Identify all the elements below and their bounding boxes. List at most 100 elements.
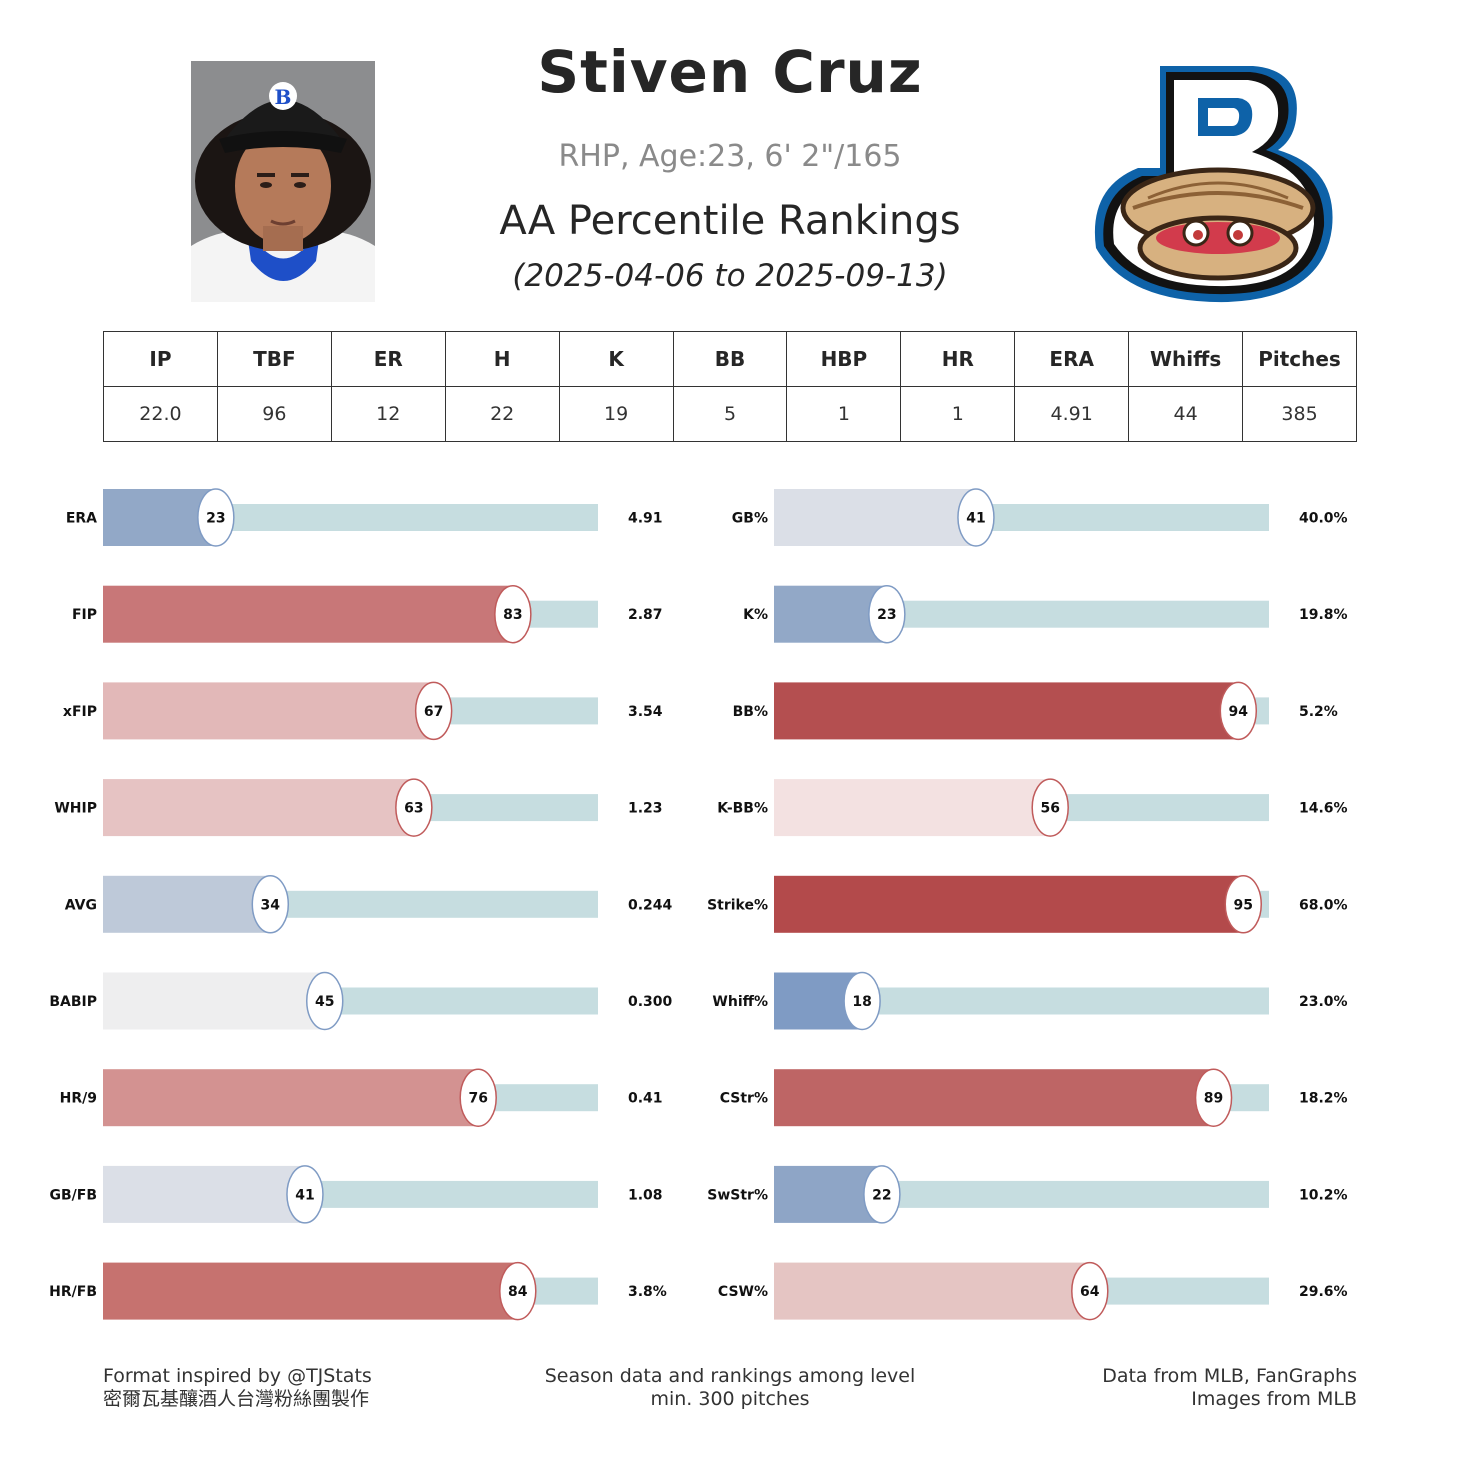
bar-fill-gb-: [774, 489, 977, 546]
stat-value-label-hr-fb: 3.8%: [628, 1284, 667, 1300]
bar-fill-strike-: [774, 875, 1245, 933]
percentile-label-era: 23: [206, 511, 225, 527]
stat-value-whiffs: 44: [1128, 386, 1244, 442]
percentile-marker-csw-: [1071, 1261, 1109, 1321]
footer-min-pitches: min. 300 pitches: [650, 1388, 810, 1410]
stat-value-k: 19: [558, 386, 674, 442]
stat-header-ip: IP: [103, 331, 218, 387]
stat-header-pitches: Pitches: [1242, 331, 1357, 387]
footer-sources: Data from MLB, FanGraphs Images from MLB: [1102, 1365, 1357, 1411]
percentile-marker-hr-fb: [499, 1261, 537, 1321]
category-label-avg: AVG: [65, 897, 97, 913]
percentile-label-fip: 83: [503, 607, 522, 623]
footer-credits-left: Format inspired by @TJStats 密爾瓦基釀酒人台灣粉絲團…: [103, 1365, 372, 1411]
bar-fill-gb-fb: [103, 1165, 306, 1223]
stat-value-label-gb-fb: 1.08: [628, 1187, 663, 1203]
percentile-marker-strike-: [1224, 875, 1262, 934]
stat-header-bb: BB: [672, 331, 788, 387]
percentile-label-whiff-: 18: [852, 994, 871, 1010]
stat-value-label-gb-: 40.0%: [1299, 511, 1348, 527]
svg-text:B: B: [275, 85, 292, 109]
stat-value-label-era: 4.91: [628, 511, 663, 527]
percentile-label-gb-fb: 41: [295, 1187, 314, 1203]
stat-value-pitches: 385: [1242, 386, 1357, 442]
stat-value-h: 22: [444, 386, 560, 442]
stat-value-label-avg: 0.244: [628, 897, 673, 913]
stat-value-er: 12: [330, 386, 446, 442]
percentile-bar-charts: 23 ERA 4.91 83 FIP 2.87 67 xFIP 3.54 63 WHIP 1.23 34…: [49, 488, 1348, 1321]
footer-notes: Season data and rankings among level min…: [480, 1365, 980, 1411]
category-label-whip: WHIP: [54, 801, 97, 817]
bar-fill-xfip: [103, 682, 435, 740]
category-label-hr-9: HR/9: [60, 1091, 97, 1107]
stat-header-hbp: HBP: [786, 331, 902, 387]
bar-fill-k-bb-: [774, 779, 1052, 837]
footer-made-by: 密爾瓦基釀酒人台灣粉絲團製作: [103, 1388, 370, 1410]
footer-data-source: Data from MLB, FanGraphs: [1102, 1365, 1357, 1387]
category-label-gb-: GB%: [732, 511, 768, 527]
percentile-label-avg: 34: [261, 897, 281, 913]
percentile-label-whip: 63: [404, 801, 423, 817]
category-label-gb-fb: GB/FB: [49, 1187, 97, 1203]
category-label-k-bb-: K-BB%: [717, 801, 768, 817]
player-bio: RHP, Age:23, 6' 2"/165: [558, 139, 902, 174]
bar-fill-babip: [103, 972, 326, 1030]
percentile-label-k-bb-: 56: [1040, 801, 1059, 817]
stat-value-label-strike-: 68.0%: [1299, 897, 1348, 913]
category-label-xfip: xFIP: [63, 704, 97, 720]
category-label-hr-fb: HR/FB: [49, 1284, 97, 1300]
percentile-label-swstr-: 22: [872, 1187, 891, 1203]
percentile-marker-swstr-: [863, 1165, 901, 1224]
stat-header-whiffs: Whiffs: [1128, 331, 1244, 387]
stat-value-label-babip: 0.300: [628, 994, 673, 1010]
stat-header-hr: HR: [900, 331, 1016, 387]
category-label-k-: K%: [743, 607, 768, 623]
ranking-title: AA Percentile Rankings: [499, 198, 961, 244]
bar-fill-hr-fb: [103, 1262, 519, 1320]
footer-season-note: Season data and rankings among level: [544, 1365, 916, 1387]
category-label-whiff-: Whiff%: [712, 994, 768, 1010]
bar-fill-hr-9: [103, 1069, 480, 1127]
percentile-label-gb-: 41: [966, 511, 985, 527]
category-label-csw-: CSW%: [718, 1284, 768, 1300]
stat-table-header-row: IP TBF ER H K BB HBP HR ERA Whiffs Pitches: [103, 331, 1357, 387]
percentile-label-bb-: 94: [1229, 704, 1249, 720]
stat-table-value-row: 22.0 96 12 22 19 5 1 1 4.91 44 385: [103, 386, 1357, 442]
stat-value-label-xfip: 3.54: [628, 704, 663, 720]
percentile-label-csw-: 64: [1080, 1284, 1100, 1300]
stat-value-label-fip: 2.87: [628, 607, 663, 623]
percentile-marker-gb-fb: [286, 1165, 324, 1224]
percentile-label-strike-: 95: [1234, 897, 1253, 913]
bar-fill-whip: [103, 779, 415, 837]
stat-value-bb: 5: [672, 386, 788, 442]
percentile-marker-whip: [395, 778, 433, 837]
stat-value-hbp: 1: [786, 386, 902, 442]
category-label-babip: BABIP: [49, 994, 97, 1010]
player-headshot: B: [191, 61, 375, 302]
percentile-marker-gb-: [957, 488, 995, 547]
percentile-marker-fip: [494, 584, 532, 644]
percentile-marker-k-: [868, 584, 906, 644]
category-label-fip: FIP: [72, 607, 97, 623]
stat-value-ip: 22.0: [103, 386, 218, 442]
stat-value-label-k-: 19.8%: [1299, 607, 1348, 623]
stat-header-k: K: [558, 331, 674, 387]
stat-value-label-cstr-: 18.2%: [1299, 1091, 1348, 1107]
percentile-marker-hr-9: [459, 1068, 497, 1127]
footer-format-credit: Format inspired by @TJStats: [103, 1365, 372, 1387]
category-label-cstr-: CStr%: [720, 1091, 768, 1107]
stat-header-er: ER: [330, 331, 446, 387]
stat-value-label-hr-9: 0.41: [628, 1091, 663, 1107]
player-name: Stiven Cruz: [537, 38, 923, 106]
stat-value-era: 4.91: [1014, 386, 1130, 442]
category-label-era: ERA: [66, 511, 97, 527]
percentile-marker-avg: [251, 875, 290, 934]
percentile-marker-bb-: [1219, 681, 1258, 741]
bar-fill-csw-: [774, 1262, 1091, 1320]
bar-fill-avg: [103, 875, 272, 933]
stat-value-label-swstr-: 10.2%: [1299, 1187, 1348, 1203]
stat-value-hr: 1: [900, 386, 1016, 442]
percentile-marker-cstr-: [1194, 1068, 1233, 1127]
stat-header-h: H: [444, 331, 560, 387]
percentile-label-babip: 45: [315, 994, 334, 1010]
